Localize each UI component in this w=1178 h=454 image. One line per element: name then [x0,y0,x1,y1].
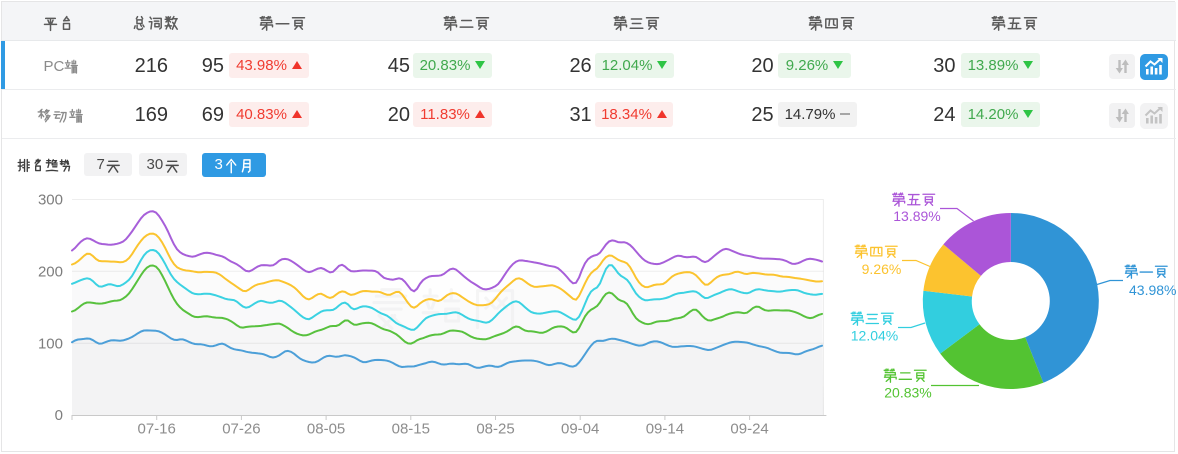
svg-text:9.26%: 9.26% [862,261,902,277]
svg-text:07-26: 07-26 [222,421,260,438]
svg-text:07-16: 07-16 [138,421,176,438]
svg-text:300: 300 [38,192,63,209]
svg-text:09-04: 09-04 [561,421,599,438]
svg-text:08-15: 08-15 [392,421,430,438]
svg-text:09-14: 09-14 [646,421,684,438]
svg-text:100: 100 [38,335,63,352]
svg-text:09-24: 09-24 [730,421,768,438]
svg-text:200: 200 [38,264,63,281]
svg-text:08-05: 08-05 [307,421,345,438]
svg-text:0: 0 [55,407,63,424]
svg-text:43.98%: 43.98% [1129,282,1176,298]
svg-text:08-25: 08-25 [476,421,514,438]
svg-text:12.04%: 12.04% [851,328,898,344]
svg-text:20.83%: 20.83% [884,385,931,401]
svg-text:13.89%: 13.89% [893,208,940,224]
